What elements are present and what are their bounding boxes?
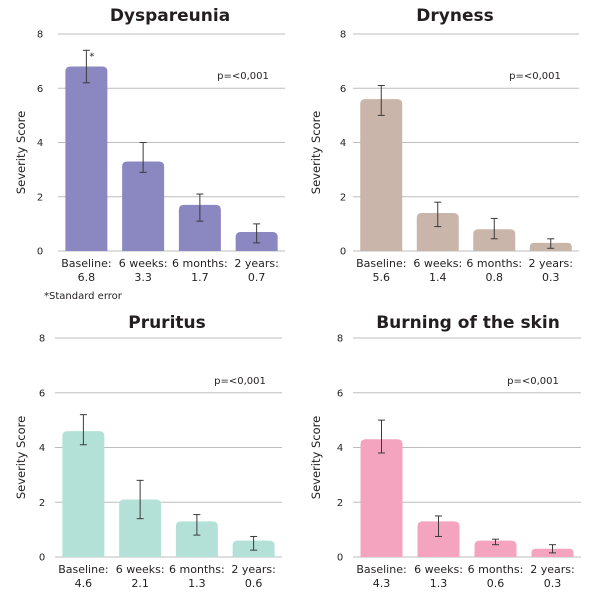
x-tick-label: 2 years: xyxy=(234,257,278,270)
error-bar xyxy=(549,544,556,554)
y-tick-label: 0 xyxy=(39,553,45,564)
y-tick-label: 6 xyxy=(39,388,45,399)
p-value-annotation: p=<0,001 xyxy=(214,376,266,387)
error-bar xyxy=(377,85,385,116)
p-value-annotation: p=<0,001 xyxy=(507,376,559,387)
x-tick-label: 6 months: xyxy=(468,563,524,576)
data-label: 1.3 xyxy=(430,577,448,590)
p-value-annotation: p=<0,001 xyxy=(217,71,269,82)
bar xyxy=(360,99,403,251)
data-label: 0.6 xyxy=(245,577,263,590)
y-axis-label: Severity Score xyxy=(14,111,28,194)
y-tick-label: 8 xyxy=(340,30,346,41)
y-tick-label: 2 xyxy=(39,498,45,509)
y-tick-label: 0 xyxy=(37,247,43,258)
chart-panel-1: Dryness 0 2 4 6 8 Severity Score Baseline:5.6 6 … xyxy=(309,6,579,284)
y-axis-label: Severity Score xyxy=(14,416,28,499)
y-axis-label: Severity Score xyxy=(309,416,323,499)
error-bar xyxy=(79,414,87,446)
data-label: 5.6 xyxy=(373,271,391,284)
data-label: 0.6 xyxy=(487,577,505,590)
y-tick-label: 2 xyxy=(340,192,346,203)
bar xyxy=(65,66,108,251)
y-tick-label: 6 xyxy=(337,388,343,399)
error-bar xyxy=(193,514,201,536)
p-value-annotation: p=<0,001 xyxy=(509,71,561,82)
error-bar xyxy=(435,515,442,537)
data-label: 0.8 xyxy=(486,271,504,284)
data-label: 4.3 xyxy=(373,577,391,590)
error-bar xyxy=(490,217,498,240)
x-tick-label: 6 months: xyxy=(169,563,225,576)
x-tick-label: 6 weeks: xyxy=(413,257,462,270)
y-tick-label: 8 xyxy=(39,334,45,345)
x-tick-label: 6 weeks: xyxy=(414,563,463,576)
y-axis-label: Severity Score xyxy=(309,111,323,194)
data-label: 4.6 xyxy=(75,577,93,590)
y-tick-label: 8 xyxy=(337,334,343,345)
error-bar-asterisk: * xyxy=(89,51,94,62)
chart-title: Dyspareunia xyxy=(110,6,230,26)
y-tick-label: 4 xyxy=(39,443,45,454)
x-tick-label: Baseline: xyxy=(356,257,406,270)
y-tick-label: 2 xyxy=(337,498,343,509)
y-tick-label: 4 xyxy=(340,138,346,149)
chart-panel-0: Dyspareunia 0 2 4 6 8 Severity Score * Baseline:… xyxy=(14,6,285,302)
error-bar xyxy=(378,419,385,454)
x-tick-label: 6 months: xyxy=(172,257,228,270)
error-bar xyxy=(253,223,261,244)
bar xyxy=(473,229,516,251)
x-tick-label: 6 weeks: xyxy=(119,257,168,270)
x-tick-label: 6 weeks: xyxy=(116,563,165,576)
error-bar xyxy=(139,142,147,173)
error-bar xyxy=(250,535,258,551)
bar xyxy=(122,161,165,251)
data-label: 1.3 xyxy=(188,577,206,590)
footnote: *Standard error xyxy=(44,291,123,302)
data-label: 3.3 xyxy=(134,271,152,284)
chart-title: Dryness xyxy=(416,6,493,26)
data-label: 6.8 xyxy=(78,271,96,284)
bar xyxy=(62,431,105,557)
bar xyxy=(178,204,221,251)
x-tick-label: Baseline: xyxy=(356,563,406,576)
error-bar xyxy=(492,538,499,546)
x-tick-label: 6 months: xyxy=(466,257,522,270)
error-bar xyxy=(196,193,204,222)
error-bar xyxy=(434,201,442,228)
x-tick-label: Baseline: xyxy=(61,257,111,270)
bar xyxy=(417,521,460,557)
x-tick-label: 2 years: xyxy=(529,257,573,270)
data-label: 2.1 xyxy=(131,577,149,590)
chart-panel-2: Pruritus 0 2 4 6 8 Severity Score Baseline:4.6 6… xyxy=(14,313,282,590)
y-tick-label: 4 xyxy=(37,138,43,149)
x-tick-label: 2 years: xyxy=(231,563,275,576)
data-label: 1.4 xyxy=(429,271,447,284)
x-tick-label: Baseline: xyxy=(58,563,108,576)
chart-title: Pruritus xyxy=(128,313,206,333)
data-label: 1.7 xyxy=(191,271,209,284)
bar xyxy=(119,499,162,557)
chart-title: Burning of the skin xyxy=(376,313,560,333)
bar xyxy=(474,540,517,557)
error-bar xyxy=(82,49,90,84)
bar xyxy=(175,521,218,557)
data-label: 0.7 xyxy=(248,271,266,284)
data-label: 0.3 xyxy=(542,271,560,284)
bar xyxy=(416,213,459,251)
x-tick-label: 2 years: xyxy=(530,563,574,576)
error-bar xyxy=(136,479,144,520)
y-tick-label: 6 xyxy=(37,84,43,95)
error-bar xyxy=(547,238,555,249)
y-tick-label: 0 xyxy=(340,247,346,258)
chart-panel-3: Burning of the skin 0 2 4 6 8 Severity Score Ba… xyxy=(309,313,581,590)
y-tick-label: 2 xyxy=(37,192,43,203)
y-tick-label: 0 xyxy=(337,553,343,564)
data-label: 0.3 xyxy=(544,577,562,590)
y-tick-label: 6 xyxy=(340,84,346,95)
bar xyxy=(360,439,403,557)
y-tick-label: 8 xyxy=(37,30,43,41)
y-tick-label: 4 xyxy=(337,443,343,454)
